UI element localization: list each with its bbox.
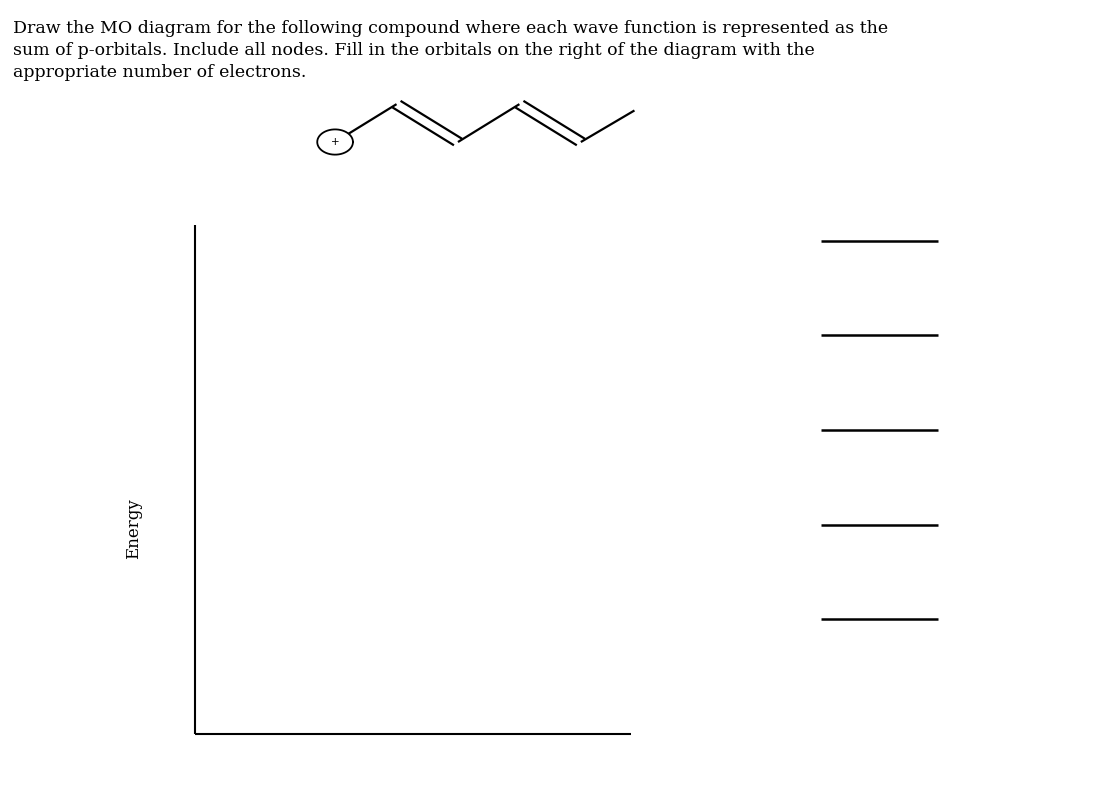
Text: Energy: Energy bbox=[125, 499, 143, 559]
Text: +: + bbox=[331, 137, 340, 147]
Text: Draw the MO diagram for the following compound where each wave function is repre: Draw the MO diagram for the following co… bbox=[13, 20, 888, 81]
